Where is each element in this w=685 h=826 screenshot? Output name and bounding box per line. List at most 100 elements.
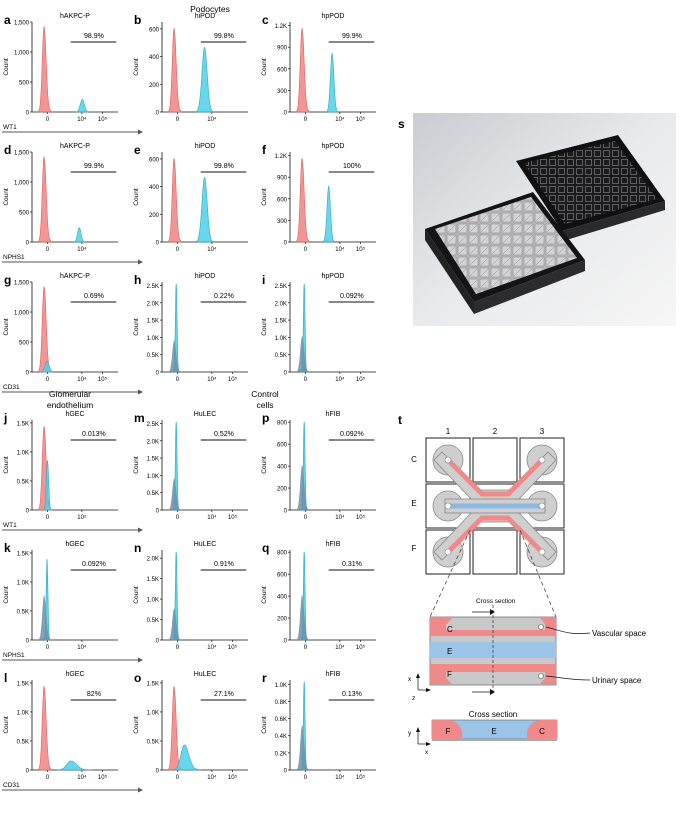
y-tick-label: 0 bbox=[156, 639, 160, 645]
gate-percentage: 98.9% bbox=[84, 33, 104, 40]
panel-g: g hAKPC-P 0 500 1,000 1,500 Count 0 10⁴ 10⁵ 0.69% C… bbox=[2, 273, 143, 395]
panel-title: hGEC bbox=[65, 541, 84, 548]
cross-section-callout: Cross section bbox=[476, 598, 516, 605]
panel-letter: c bbox=[262, 13, 269, 27]
cross-label-c: C bbox=[539, 727, 545, 736]
y-tick-label: 0 bbox=[284, 371, 288, 377]
y-tick-label: 1,500 bbox=[14, 281, 30, 287]
y-tick-label: 2.0K bbox=[147, 557, 159, 563]
x-tick-label: 10⁴ bbox=[207, 774, 217, 781]
panel-letter: d bbox=[4, 143, 11, 157]
panel-f: f hpPOD 0 300 600 900 1.2K Count 0 10⁴ 10⁵ 100% bbox=[261, 143, 376, 253]
y-tick-label: 1.5K bbox=[147, 681, 159, 687]
control-header-line2: cells bbox=[256, 400, 273, 410]
panel-letter: q bbox=[262, 541, 269, 555]
x-tick-label: 10⁵ bbox=[98, 376, 108, 383]
cross-label-e: E bbox=[491, 727, 496, 736]
y-axis-label: Count bbox=[133, 58, 140, 76]
y-tick-label: 2.5K bbox=[147, 422, 159, 428]
y-tick-label: 0.5K bbox=[17, 739, 29, 745]
y-tick-label: 200 bbox=[277, 617, 288, 623]
x-tick-label: 10⁵ bbox=[77, 514, 87, 521]
y-tick-label: 800 bbox=[277, 551, 288, 557]
y-tick-label: 0 bbox=[26, 371, 30, 377]
marker-label: WT1 bbox=[3, 124, 17, 131]
x-tick-label: 10⁵ bbox=[356, 246, 366, 253]
axis-x-label-bottom: x bbox=[425, 749, 429, 756]
glomerular-header-line1: Glomerular bbox=[49, 389, 91, 399]
y-tick-label: 800 bbox=[277, 421, 288, 427]
y-tick-label: 500 bbox=[19, 211, 30, 217]
control-histogram bbox=[296, 595, 310, 640]
x-tick-label: 0 bbox=[304, 645, 308, 651]
x-tick-label: 10⁵ bbox=[228, 376, 238, 383]
panel-title: hpPOD bbox=[322, 273, 345, 280]
panel-title: HuLEC bbox=[194, 671, 217, 678]
stained-histogram bbox=[73, 227, 85, 243]
panel-title: hFIB bbox=[326, 411, 341, 418]
gate-percentage: 0.092% bbox=[340, 293, 364, 300]
panel-r: r hFIB 0 0.2K 0.4K 0.6K 0.8K 1.0K Count 0 10⁴ 10⁵ 0.… bbox=[261, 671, 376, 781]
vascular-channels bbox=[445, 457, 545, 555]
cross-label-f: F bbox=[446, 727, 451, 736]
x-tick-label: 10⁴ bbox=[335, 514, 345, 521]
x-tick-label: 0 bbox=[176, 247, 180, 253]
x-tick-label: 0 bbox=[304, 247, 308, 253]
channel-label-c: C bbox=[447, 625, 453, 634]
y-tick-label: 1,000 bbox=[14, 181, 30, 187]
histogram-panels: a hAKPC-P 0 500 1,000 1,500 Count 0 10⁴ 10⁵ 98.9% W… bbox=[2, 13, 376, 793]
panel-l: l hGEC 0 0.5K 1.0K 1.5K Count 0 10⁴ 10⁵ 82% CD31 bbox=[2, 671, 143, 793]
panel-d: d hAKPC-P 0 500 1,000 1,500 Count 0 10⁴ 99.9% NPHS… bbox=[2, 143, 143, 265]
control-histogram bbox=[168, 340, 182, 372]
panel-p: p hFIB 0 200 400 600 800 Count 0 10⁴ 10⁵ 0.092% bbox=[261, 411, 376, 521]
panel-title: hiPOD bbox=[195, 143, 216, 150]
control-header-line1: Control bbox=[251, 389, 279, 399]
marker-label: NPHS1 bbox=[3, 652, 25, 659]
marker-arrowhead bbox=[138, 657, 143, 663]
y-tick-label: 0.2K bbox=[275, 751, 287, 757]
panel-letter: i bbox=[262, 273, 265, 287]
y-tick-label: 0.5K bbox=[147, 739, 159, 745]
y-axis-label: Count bbox=[133, 188, 140, 206]
y-axis-label: Count bbox=[3, 318, 10, 336]
y-tick-label: 200 bbox=[277, 487, 288, 493]
y-tick-label: 600 bbox=[277, 197, 288, 203]
y-tick-label: 200 bbox=[149, 213, 160, 219]
y-tick-label: 0 bbox=[284, 769, 288, 775]
x-tick-label: 0 bbox=[176, 515, 180, 521]
control-histogram bbox=[168, 686, 182, 771]
x-tick-label: 10⁵ bbox=[98, 116, 108, 123]
panel-letter: o bbox=[134, 671, 141, 685]
y-tick-label: 1.0K bbox=[147, 598, 159, 604]
y-tick-label: 0 bbox=[156, 769, 160, 775]
panel-e: e hiPOD 0 200 400 600 Count 0 10⁴ 99.8% bbox=[133, 143, 248, 253]
y-tick-label: 2.5K bbox=[147, 284, 159, 290]
y-tick-label: 0 bbox=[284, 111, 288, 117]
y-tick-label: 1.2K bbox=[275, 24, 287, 30]
panel-o: o HuLEC 0 0.5K 1.0K 1.5K Count 0 10⁴ 10⁵ 27.1% bbox=[133, 671, 248, 781]
control-histogram bbox=[38, 686, 52, 771]
axis-y-label: y bbox=[408, 730, 412, 737]
y-tick-label: 1.5K bbox=[17, 551, 29, 557]
glomerular-header-line2: endothelium bbox=[47, 400, 93, 410]
panel-i: i hpPOD 0 0.5K 1.0K 1.5K 2.0K 2.5K Count 0 10⁴ 10⁵ 0… bbox=[261, 273, 376, 383]
panel-title: hFIB bbox=[326, 671, 341, 678]
x-tick-label: 10⁵ bbox=[356, 774, 366, 781]
y-tick-label: 1.0K bbox=[275, 683, 287, 689]
y-axis-label: Count bbox=[261, 318, 268, 336]
y-tick-label: 300 bbox=[277, 219, 288, 225]
column-label-2: 2 bbox=[493, 427, 498, 436]
stained-histogram bbox=[173, 744, 201, 771]
x-tick-label: 0 bbox=[176, 117, 180, 123]
zoom-lines bbox=[429, 529, 557, 618]
x-tick-label: 10⁵ bbox=[98, 774, 108, 781]
stained-histogram bbox=[196, 46, 213, 113]
x-tick-label: 10⁴ bbox=[207, 514, 217, 521]
x-tick-label: 0 bbox=[304, 775, 308, 781]
panel-title: HuLEC bbox=[194, 541, 217, 548]
x-tick-label: 0 bbox=[46, 117, 50, 123]
control-histogram bbox=[296, 465, 310, 510]
x-tick-label: 10⁴ bbox=[207, 376, 217, 383]
magnified-section: C E F Cross section Vascular space Urina… bbox=[408, 598, 647, 702]
y-tick-label: 600 bbox=[149, 157, 160, 163]
